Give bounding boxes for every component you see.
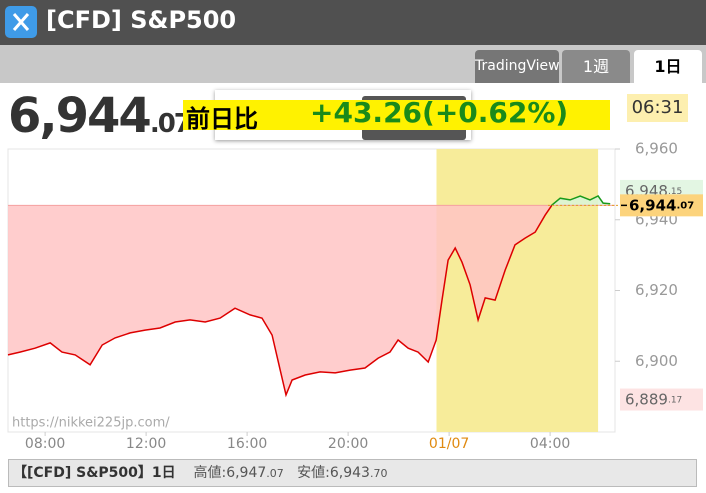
y-tick-label: 6,900 xyxy=(635,352,678,370)
reference-label: 6,944.07 xyxy=(629,196,694,214)
time: 06:31 xyxy=(627,94,688,122)
change-label: 前日比 xyxy=(186,105,258,133)
change: +43.26(+0.62%) xyxy=(310,96,569,129)
high: 6,947.07 xyxy=(226,465,284,481)
x-tick-label: 20:00 xyxy=(328,436,368,452)
low: 6,943.70 xyxy=(329,465,388,481)
session-highlight xyxy=(436,149,599,432)
footer: 【[CFD] S&P500】1日 高値:6,947.07 安値:6,943.70 xyxy=(8,459,697,487)
high-label: 高値: xyxy=(193,465,227,481)
y-tick-label: 6,960 xyxy=(635,140,678,158)
x-tick-label: 16:00 xyxy=(227,436,267,452)
reference-box xyxy=(620,194,703,217)
title: [CFD] S&P500 xyxy=(46,6,237,34)
tab[interactable]: 1週 xyxy=(562,50,630,83)
y-tick-label: 6,920 xyxy=(635,281,678,299)
low-label: 安値: xyxy=(297,465,330,481)
current-price: 6,944.07 xyxy=(8,88,192,144)
x-logo[interactable] xyxy=(5,6,37,38)
tab[interactable]: TradingView xyxy=(475,50,560,83)
watermark: https://nikkei225jp.com/ xyxy=(12,416,170,431)
price-marker-label: 6,889.17 xyxy=(625,390,682,408)
x-tick-label: 01/07 xyxy=(429,436,469,452)
area xyxy=(8,196,611,395)
price-line xyxy=(7,195,611,398)
x-tick-label: 08:00 xyxy=(25,436,65,452)
x-tick-label: 04:00 xyxy=(530,436,570,452)
x-tick-label: 12:00 xyxy=(126,436,166,452)
title-bar: [CFD] S&P500 xyxy=(0,0,706,45)
price-marker xyxy=(620,388,703,411)
footer-title: 【[CFD] S&P500】1日 xyxy=(13,465,176,481)
tab-active[interactable]: 1日 xyxy=(634,50,702,83)
change-bar xyxy=(183,100,610,130)
